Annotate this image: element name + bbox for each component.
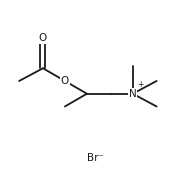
- Text: Br⁻: Br⁻: [87, 153, 104, 163]
- Text: O: O: [61, 76, 69, 86]
- Text: +: +: [137, 80, 143, 90]
- Text: N: N: [129, 89, 137, 99]
- Text: O: O: [39, 33, 47, 43]
